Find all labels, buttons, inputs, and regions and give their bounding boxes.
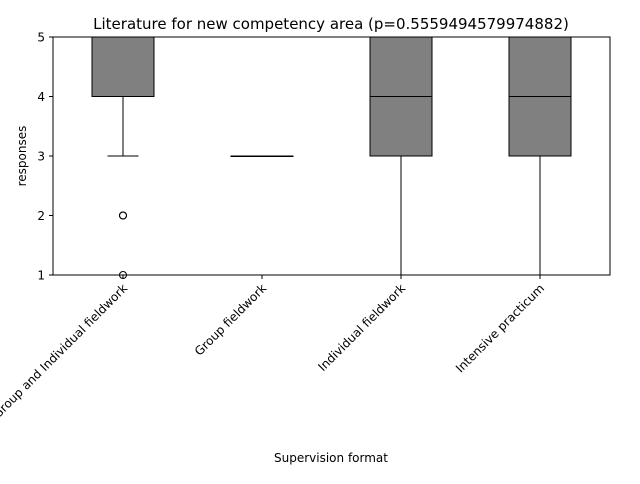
box (91, 37, 155, 97)
y-tick-label: 2 (37, 209, 45, 223)
boxes-group (91, 37, 572, 275)
y-tick-label: 3 (37, 150, 45, 164)
y-tick-label: 5 (37, 31, 45, 45)
chart-title: Literature for new competency area (p=0.… (93, 15, 569, 33)
axes-frame (52, 36, 611, 276)
outlier-point (119, 211, 127, 220)
y-axis-label: responses (15, 126, 29, 187)
y-tick-label: 1 (37, 269, 45, 283)
y-tick-label: 4 (37, 90, 45, 104)
x-axis-label: Supervision format (274, 451, 388, 465)
